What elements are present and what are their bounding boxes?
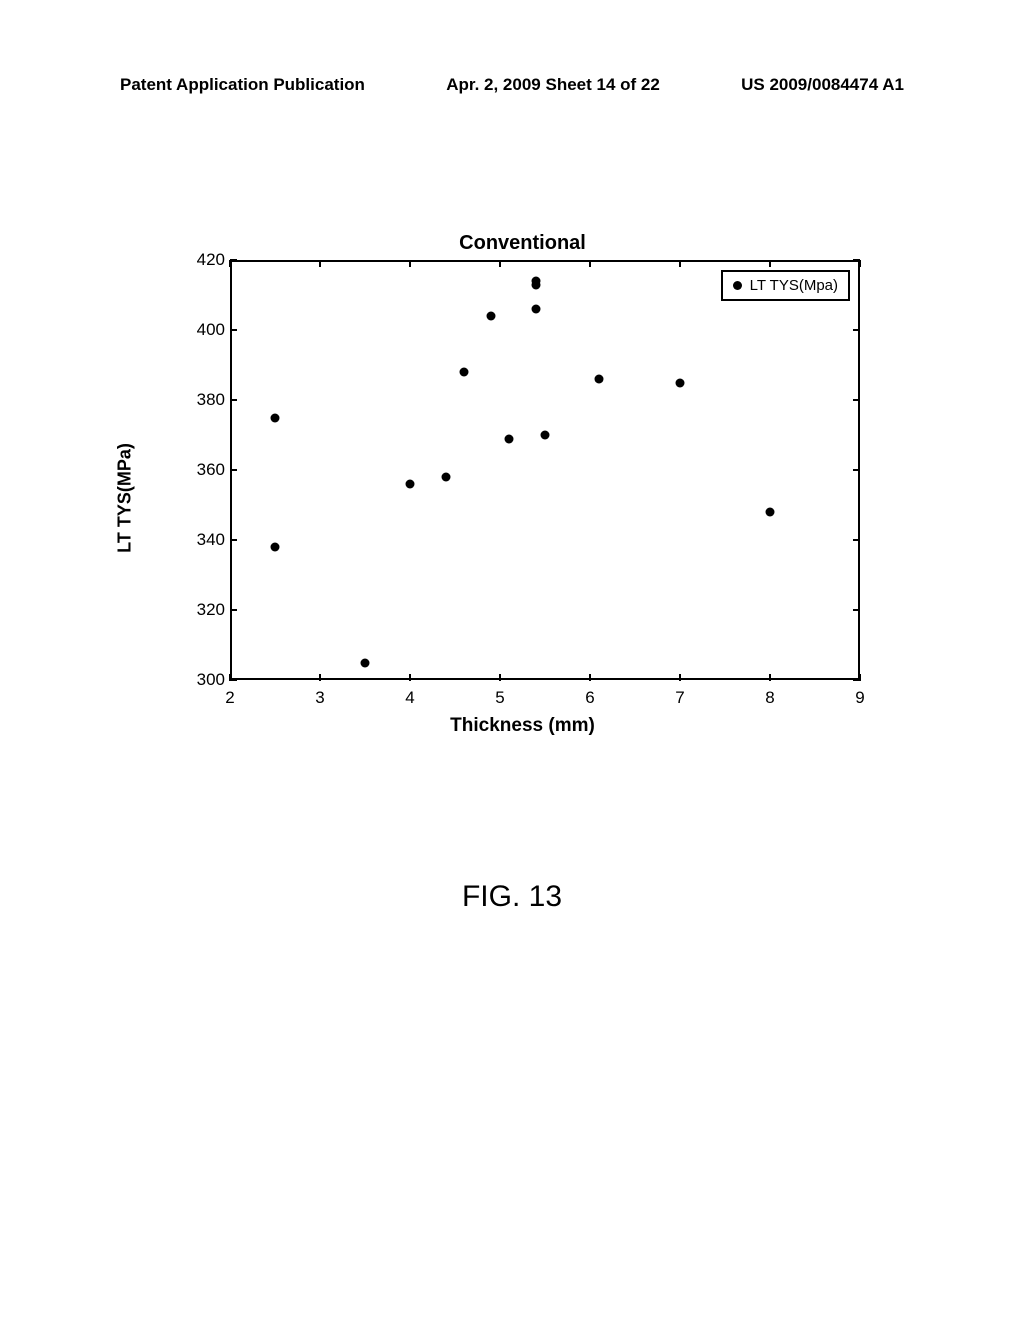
x-tick [499, 260, 501, 267]
figure-label: FIG. 13 [462, 880, 562, 914]
y-tick [230, 469, 237, 471]
x-tick-label: 7 [675, 688, 684, 708]
x-tick [679, 674, 681, 681]
legend-marker-icon [733, 281, 742, 290]
y-tick-label: 300 [180, 670, 225, 690]
x-tick [859, 260, 861, 267]
x-tick-label: 3 [315, 688, 324, 708]
y-tick [853, 399, 860, 401]
y-tick [230, 539, 237, 541]
x-tick-label: 6 [585, 688, 594, 708]
data-point [271, 543, 280, 552]
data-point [595, 375, 604, 384]
scatter-chart: Conventional LT TYS(MPa) 300320340360380… [155, 260, 890, 735]
x-tick-label: 4 [405, 688, 414, 708]
y-axis-title: LT TYS(MPa) [115, 443, 136, 553]
x-tick [589, 260, 591, 267]
data-point [271, 413, 280, 422]
data-point [532, 305, 541, 314]
y-tick-label: 420 [180, 250, 225, 270]
x-tick-label: 9 [855, 688, 864, 708]
data-point [541, 431, 550, 440]
x-tick [409, 674, 411, 681]
x-tick-label: 2 [225, 688, 234, 708]
y-tick [853, 329, 860, 331]
x-tick-label: 8 [765, 688, 774, 708]
header-left: Patent Application Publication [120, 75, 365, 95]
x-tick-label: 5 [495, 688, 504, 708]
x-tick [319, 674, 321, 681]
y-tick [853, 609, 860, 611]
y-tick-label: 400 [180, 320, 225, 340]
y-tick-label: 340 [180, 530, 225, 550]
header-right: US 2009/0084474 A1 [741, 75, 904, 95]
y-tick [230, 259, 237, 261]
x-tick [499, 674, 501, 681]
x-tick [229, 674, 231, 681]
y-tick-label: 360 [180, 460, 225, 480]
y-tick [853, 469, 860, 471]
y-tick [230, 609, 237, 611]
x-tick [679, 260, 681, 267]
x-tick [319, 260, 321, 267]
x-tick [409, 260, 411, 267]
x-tick [769, 674, 771, 681]
plot-border-top [230, 260, 860, 262]
data-point [361, 658, 370, 667]
chart-title: Conventional [459, 232, 586, 255]
data-point [505, 434, 514, 443]
chart-legend: LT TYS(Mpa) [721, 270, 850, 301]
page-header: Patent Application Publication Apr. 2, 2… [0, 75, 1024, 95]
legend-label: LT TYS(Mpa) [750, 277, 838, 294]
data-point [406, 480, 415, 489]
x-tick [589, 674, 591, 681]
y-tick [230, 399, 237, 401]
y-tick [853, 539, 860, 541]
y-tick-label: 320 [180, 600, 225, 620]
x-tick [859, 674, 861, 681]
y-tick [230, 679, 237, 681]
data-point [487, 312, 496, 321]
data-point [766, 508, 775, 517]
y-tick-label: 380 [180, 390, 225, 410]
x-tick [229, 260, 231, 267]
x-axis-title: Thickness (mm) [450, 715, 595, 737]
data-point [532, 280, 541, 289]
data-point [442, 473, 451, 482]
plot-area [230, 260, 860, 680]
data-point [460, 368, 469, 377]
data-point [676, 378, 685, 387]
y-tick [230, 329, 237, 331]
header-center: Apr. 2, 2009 Sheet 14 of 22 [446, 75, 660, 95]
x-tick [769, 260, 771, 267]
